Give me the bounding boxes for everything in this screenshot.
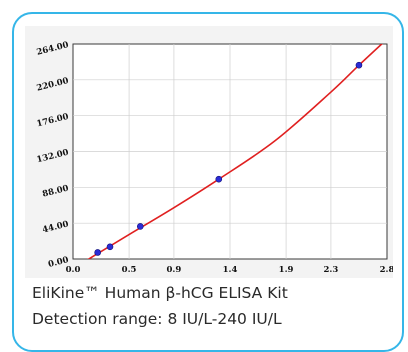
y-tick-label: 264.00	[36, 40, 70, 58]
y-tick-label: 0.00	[47, 255, 70, 270]
y-tick-label: 132.00	[36, 148, 70, 166]
data-point	[355, 61, 363, 69]
y-tick-label: 220.00	[36, 76, 70, 94]
x-tick-label: 2.8	[380, 265, 393, 275]
data-points	[94, 61, 363, 256]
data-point	[215, 175, 223, 183]
x-tick-label: 0.9	[167, 265, 182, 275]
x-tick-label: 1.4	[223, 265, 238, 275]
data-point	[106, 243, 114, 251]
caption-detection-range: Detection range: 8 IU/L-240 IU/L	[32, 310, 282, 328]
data-point	[136, 223, 144, 230]
y-tick-label: 176.00	[36, 112, 70, 130]
y-tick-label: 88.00	[41, 184, 69, 200]
standard-curve-chart: 0.00 44.00 88.00 132.00 176.00 220.00 264.00 0…	[36, 40, 393, 275]
x-axis-ticks: 0.0 0.5 0.9 1.4 1.9 2.3 2.8	[66, 265, 393, 275]
x-tick-label: 1.9	[279, 265, 294, 275]
x-tick-label: 2.3	[324, 265, 339, 275]
caption-kit-name: EliKine™ Human β-hCG ELISA Kit	[32, 284, 288, 302]
grid	[73, 44, 387, 259]
x-tick-label: 0.0	[66, 265, 81, 275]
data-point	[94, 249, 101, 256]
y-tick-label: 44.00	[41, 219, 69, 235]
x-tick-label: 0.5	[122, 265, 137, 275]
y-axis-ticks: 0.00 44.00 88.00 132.00 176.00 220.00 264.00	[36, 40, 70, 270]
